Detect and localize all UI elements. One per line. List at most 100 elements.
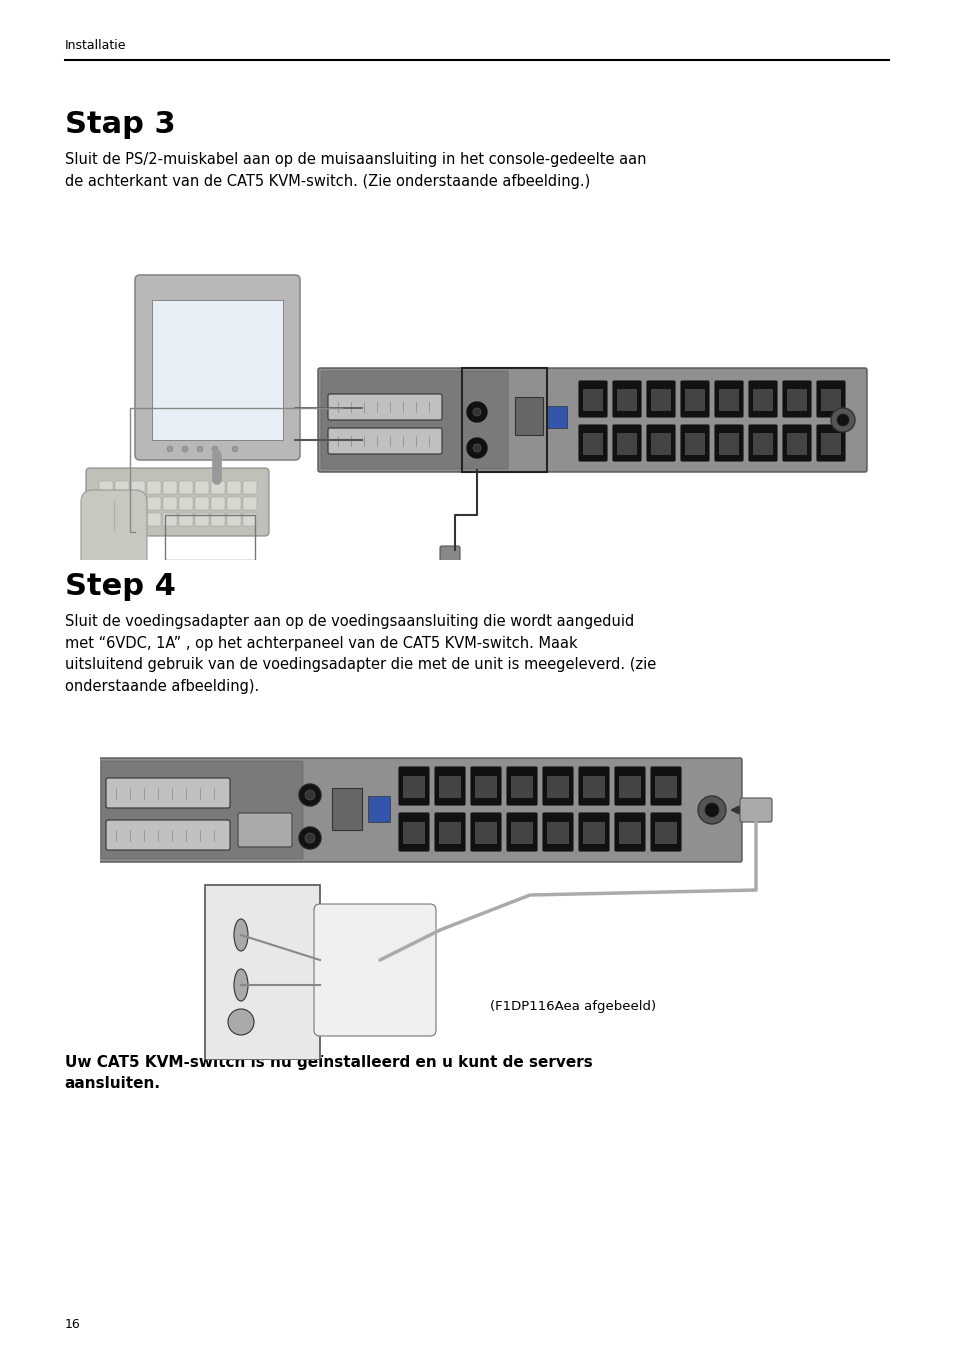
FancyBboxPatch shape (618, 822, 640, 844)
FancyBboxPatch shape (650, 767, 680, 806)
FancyBboxPatch shape (328, 428, 441, 454)
FancyBboxPatch shape (506, 767, 537, 806)
FancyBboxPatch shape (205, 885, 319, 1060)
FancyBboxPatch shape (106, 821, 230, 851)
FancyBboxPatch shape (179, 512, 193, 526)
FancyBboxPatch shape (163, 481, 177, 493)
FancyBboxPatch shape (582, 433, 602, 455)
Circle shape (473, 408, 480, 416)
FancyBboxPatch shape (115, 497, 129, 510)
Text: 16: 16 (65, 1318, 81, 1332)
FancyBboxPatch shape (719, 388, 739, 412)
Text: (F1DP116Aea afgebeeld): (F1DP116Aea afgebeeld) (490, 1000, 656, 1013)
Circle shape (836, 414, 848, 427)
Circle shape (167, 446, 172, 453)
FancyBboxPatch shape (684, 388, 704, 412)
FancyBboxPatch shape (438, 822, 460, 844)
FancyBboxPatch shape (237, 812, 292, 846)
FancyBboxPatch shape (646, 382, 675, 417)
FancyBboxPatch shape (194, 512, 209, 526)
Ellipse shape (177, 476, 256, 497)
FancyBboxPatch shape (617, 433, 637, 455)
FancyBboxPatch shape (546, 822, 568, 844)
Circle shape (467, 402, 486, 423)
FancyBboxPatch shape (578, 425, 606, 461)
FancyBboxPatch shape (475, 776, 497, 797)
FancyBboxPatch shape (147, 497, 161, 510)
FancyBboxPatch shape (515, 397, 542, 435)
Circle shape (212, 446, 218, 453)
FancyBboxPatch shape (752, 388, 772, 412)
Circle shape (704, 803, 719, 816)
FancyBboxPatch shape (115, 512, 129, 526)
FancyBboxPatch shape (582, 822, 604, 844)
FancyBboxPatch shape (582, 388, 602, 412)
FancyBboxPatch shape (578, 767, 608, 806)
FancyBboxPatch shape (546, 776, 568, 797)
FancyBboxPatch shape (613, 382, 640, 417)
FancyBboxPatch shape (542, 767, 573, 806)
Circle shape (182, 446, 188, 453)
FancyBboxPatch shape (821, 388, 841, 412)
FancyBboxPatch shape (615, 812, 644, 851)
FancyBboxPatch shape (438, 776, 460, 797)
FancyBboxPatch shape (194, 497, 209, 510)
FancyBboxPatch shape (398, 767, 429, 806)
FancyBboxPatch shape (816, 425, 844, 461)
FancyBboxPatch shape (786, 388, 806, 412)
FancyBboxPatch shape (98, 758, 741, 861)
FancyBboxPatch shape (179, 481, 193, 493)
FancyBboxPatch shape (106, 778, 230, 808)
FancyBboxPatch shape (211, 497, 225, 510)
FancyBboxPatch shape (821, 433, 841, 455)
FancyBboxPatch shape (714, 382, 742, 417)
FancyBboxPatch shape (147, 512, 161, 526)
Text: Stap 3: Stap 3 (65, 110, 175, 139)
Bar (152, 300, 283, 440)
FancyBboxPatch shape (748, 382, 776, 417)
FancyBboxPatch shape (471, 812, 500, 851)
FancyBboxPatch shape (578, 812, 608, 851)
Text: Installatie: Installatie (65, 40, 126, 52)
FancyBboxPatch shape (179, 497, 193, 510)
Text: Uw CAT5 KVM-switch is nu geïnstalleerd en u kunt de servers
aansluiten.: Uw CAT5 KVM-switch is nu geïnstalleerd e… (65, 1055, 592, 1090)
FancyBboxPatch shape (211, 512, 225, 526)
FancyBboxPatch shape (816, 382, 844, 417)
FancyBboxPatch shape (752, 433, 772, 455)
FancyBboxPatch shape (81, 491, 147, 572)
Ellipse shape (233, 919, 248, 951)
Ellipse shape (233, 969, 248, 1000)
FancyBboxPatch shape (618, 776, 640, 797)
FancyBboxPatch shape (314, 904, 436, 1036)
FancyBboxPatch shape (194, 481, 209, 493)
FancyBboxPatch shape (131, 481, 145, 493)
FancyBboxPatch shape (101, 761, 303, 859)
FancyBboxPatch shape (506, 812, 537, 851)
FancyBboxPatch shape (368, 796, 390, 822)
Circle shape (305, 833, 314, 842)
FancyBboxPatch shape (578, 382, 606, 417)
Circle shape (232, 446, 237, 453)
FancyBboxPatch shape (680, 425, 708, 461)
Circle shape (473, 444, 480, 453)
FancyBboxPatch shape (655, 822, 677, 844)
FancyBboxPatch shape (435, 767, 464, 806)
FancyBboxPatch shape (131, 512, 145, 526)
FancyBboxPatch shape (782, 382, 810, 417)
FancyBboxPatch shape (131, 497, 145, 510)
FancyBboxPatch shape (615, 767, 644, 806)
FancyBboxPatch shape (328, 394, 441, 420)
FancyBboxPatch shape (243, 497, 256, 510)
FancyBboxPatch shape (613, 425, 640, 461)
FancyBboxPatch shape (650, 433, 670, 455)
FancyBboxPatch shape (782, 425, 810, 461)
FancyBboxPatch shape (243, 481, 256, 493)
FancyBboxPatch shape (227, 497, 241, 510)
FancyBboxPatch shape (748, 425, 776, 461)
Text: Step 4: Step 4 (65, 572, 175, 601)
FancyBboxPatch shape (740, 797, 771, 822)
FancyBboxPatch shape (511, 822, 533, 844)
Circle shape (196, 446, 203, 453)
FancyBboxPatch shape (719, 433, 739, 455)
FancyBboxPatch shape (542, 812, 573, 851)
